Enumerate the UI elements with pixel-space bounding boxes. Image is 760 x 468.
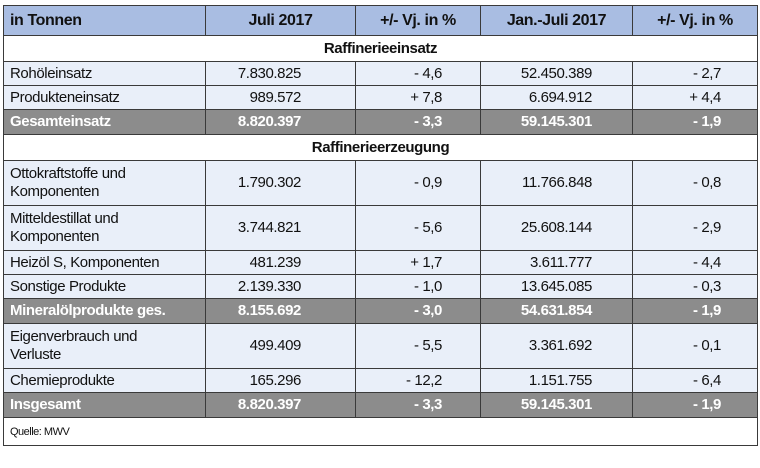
total-row: Mineralölprodukte ges. 8.155.692- 3,0 54.6… — [3, 298, 758, 324]
source-note: Quelle: MWV — [3, 417, 758, 446]
value-cell: - 1,9 — [632, 392, 758, 418]
value-cell: 6.694.912 — [480, 85, 633, 110]
header-cell: +/- Vj. in % — [632, 5, 758, 36]
row-label: Gesamteinsatz — [3, 109, 206, 135]
section-row: Raffinerieerzeugung — [3, 134, 758, 161]
value-cell: 25.608.144 — [480, 205, 633, 251]
row-label: Rohöleinsatz — [3, 61, 206, 86]
value-cell: - 1,9 — [632, 109, 758, 135]
data-row: Sonstige Produkte 2.139.330- 1,0 13.645.08… — [3, 274, 758, 299]
value-cell: 1.151.755 — [480, 368, 633, 393]
value-cell: 3.744.821 — [205, 205, 356, 251]
data-table: in Tonnen Juli 2017 +/- Vj. in % Jan.-Juli … — [3, 5, 758, 446]
value-cell: 13.645.085 — [480, 274, 633, 299]
value-cell: 8.820.397 — [205, 392, 356, 418]
header-row: in Tonnen Juli 2017 +/- Vj. in % Jan.-Juli … — [3, 5, 758, 36]
data-row: Heizöl S, Komponenten 481.239 + 1,7 3.611.7… — [3, 250, 758, 275]
value-cell: 165.296 — [205, 368, 356, 393]
value-cell: - 5,6 — [355, 205, 481, 251]
row-label: Produkteneinsatz — [3, 85, 206, 110]
data-row: Ottokraftstoffe und Komponenten 1.790.302… — [3, 160, 758, 206]
value-cell: - 1,9 — [632, 298, 758, 324]
value-cell: - 0,8 — [632, 160, 758, 206]
value-cell: 989.572 — [205, 85, 356, 110]
row-label: Heizöl S, Komponenten — [3, 250, 206, 275]
data-row: Chemieprodukte 165.296- 12,2 1.151.755- 6,… — [3, 368, 758, 393]
header-cell: Jan.-Juli 2017 — [480, 5, 633, 36]
row-label: Sonstige Produkte — [3, 274, 206, 299]
value-cell: + 1,7 — [355, 250, 481, 275]
row-label: Eigenverbrauch und Verluste — [3, 323, 206, 369]
value-cell: - 1,0 — [355, 274, 481, 299]
header-cell: in Tonnen — [3, 5, 206, 36]
total-row: Insgesamt 8.820.397- 3,3 59.145.301- 1,9 — [3, 392, 758, 418]
row-label: Mitteldestillat und Komponenten — [3, 205, 206, 251]
value-cell: 11.766.848 — [480, 160, 633, 206]
value-cell: 8.155.692 — [205, 298, 356, 324]
value-cell: 481.239 — [205, 250, 356, 275]
value-cell: - 6,4 — [632, 368, 758, 393]
data-row: Produkteneinsatz 989.572 + 7,8 6.694.912 + 4… — [3, 85, 758, 110]
value-cell: 59.145.301 — [480, 109, 633, 135]
value-cell: 3.611.777 — [480, 250, 633, 275]
section-title: Raffinerieeinsatz — [3, 35, 758, 62]
row-label: Ottokraftstoffe und Komponenten — [3, 160, 206, 206]
total-row: Gesamteinsatz 8.820.397- 3,3 59.145.301- 1… — [3, 109, 758, 135]
value-cell: 54.631.854 — [480, 298, 633, 324]
value-cell: - 12,2 — [355, 368, 481, 393]
row-label: Insgesamt — [3, 392, 206, 418]
value-cell: - 3,3 — [355, 109, 481, 135]
value-cell: - 3,0 — [355, 298, 481, 324]
data-row: Mitteldestillat und Komponenten 3.744.821… — [3, 205, 758, 251]
section-row: Raffinerieeinsatz — [3, 35, 758, 62]
header-cell: +/- Vj. in % — [355, 5, 481, 36]
value-cell: - 4,4 — [632, 250, 758, 275]
value-cell: - 4,6 — [355, 61, 481, 86]
value-cell: 3.361.692 — [480, 323, 633, 369]
value-cell: + 4,4 — [632, 85, 758, 110]
value-cell: - 5,5 — [355, 323, 481, 369]
section-title: Raffinerieerzeugung — [3, 134, 758, 161]
source-row: Quelle: MWV — [3, 417, 758, 446]
value-cell: - 3,3 — [355, 392, 481, 418]
row-label: Chemieprodukte — [3, 368, 206, 393]
value-cell: 1.790.302 — [205, 160, 356, 206]
header-cell: Juli 2017 — [205, 5, 356, 36]
value-cell: - 0,9 — [355, 160, 481, 206]
data-row: Eigenverbrauch und Verluste 499.409- 5,5 3… — [3, 323, 758, 369]
value-cell: 2.139.330 — [205, 274, 356, 299]
value-cell: 499.409 — [205, 323, 356, 369]
data-row: Rohöleinsatz 7.830.825- 4,6 52.450.389- 2,… — [3, 61, 758, 86]
value-cell: 7.830.825 — [205, 61, 356, 86]
value-cell: 59.145.301 — [480, 392, 633, 418]
row-label: Mineralölprodukte ges. — [3, 298, 206, 324]
value-cell: 8.820.397 — [205, 109, 356, 135]
value-cell: - 0,3 — [632, 274, 758, 299]
table-body: in Tonnen Juli 2017 +/- Vj. in % Jan.-Juli … — [3, 5, 758, 446]
value-cell: - 2,9 — [632, 205, 758, 251]
value-cell: - 2,7 — [632, 61, 758, 86]
value-cell: + 7,8 — [355, 85, 481, 110]
value-cell: - 0,1 — [632, 323, 758, 369]
value-cell: 52.450.389 — [480, 61, 633, 86]
